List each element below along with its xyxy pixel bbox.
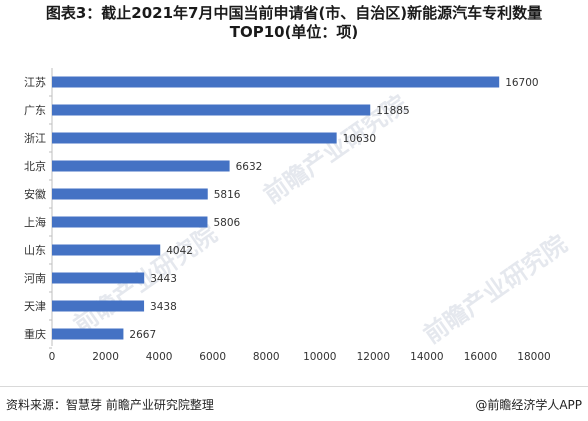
category-label: 浙江 bbox=[24, 132, 46, 145]
category-label: 重庆 bbox=[24, 327, 46, 341]
bar bbox=[52, 244, 161, 256]
x-tick-label: 18000 bbox=[517, 351, 550, 363]
x-tick-label: 16000 bbox=[464, 351, 497, 363]
category-label: 江苏 bbox=[24, 76, 46, 89]
data-label: 16700 bbox=[505, 77, 538, 89]
bar bbox=[52, 132, 337, 144]
x-tick-label: 10000 bbox=[303, 351, 336, 363]
x-tick-label: 6000 bbox=[199, 351, 226, 363]
data-label: 4042 bbox=[166, 245, 193, 257]
data-label: 10630 bbox=[343, 133, 376, 145]
data-label: 5816 bbox=[214, 189, 241, 201]
footer-brand: @前瞻经济学人APP bbox=[475, 398, 582, 412]
bar bbox=[52, 300, 145, 312]
data-label: 11885 bbox=[376, 105, 409, 117]
x-tick-label: 0 bbox=[49, 351, 56, 363]
footer-divider bbox=[0, 386, 588, 387]
chart-title-line2: TOP10(单位：项) bbox=[229, 23, 359, 41]
x-tick-label: 4000 bbox=[146, 351, 173, 363]
category-label: 河南 bbox=[24, 272, 46, 285]
bar bbox=[52, 328, 124, 340]
x-tick-label: 8000 bbox=[253, 351, 280, 363]
chart-title: 图表3：截止2021年7月中国当前申请省(市、自治区)新能源汽车专利数量 TOP… bbox=[0, 4, 588, 42]
bar bbox=[52, 76, 500, 88]
category-label: 北京 bbox=[24, 159, 46, 173]
x-tick-label: 2000 bbox=[92, 351, 119, 363]
category-label: 上海 bbox=[24, 215, 46, 229]
data-label: 6632 bbox=[236, 161, 263, 173]
data-label: 5806 bbox=[213, 217, 240, 229]
x-tick-label: 14000 bbox=[410, 351, 443, 363]
data-label: 3438 bbox=[150, 301, 177, 313]
bar bbox=[52, 216, 208, 228]
chart-title-line1: 图表3：截止2021年7月中国当前申请省(市、自治区)新能源汽车专利数量 bbox=[45, 4, 543, 22]
footer-source: 资料来源：智慧芽 前瞻产业研究院整理 bbox=[6, 398, 214, 412]
category-label: 广东 bbox=[24, 104, 46, 117]
category-label: 山东 bbox=[24, 244, 46, 257]
bar bbox=[52, 188, 208, 200]
data-label: 2667 bbox=[129, 329, 156, 341]
category-label: 安徽 bbox=[24, 187, 46, 201]
x-tick-label: 12000 bbox=[357, 351, 390, 363]
bar bbox=[52, 272, 145, 284]
bar bbox=[52, 104, 371, 116]
bar bbox=[52, 160, 230, 172]
data-label: 3443 bbox=[150, 273, 177, 285]
category-label: 天津 bbox=[24, 300, 46, 313]
